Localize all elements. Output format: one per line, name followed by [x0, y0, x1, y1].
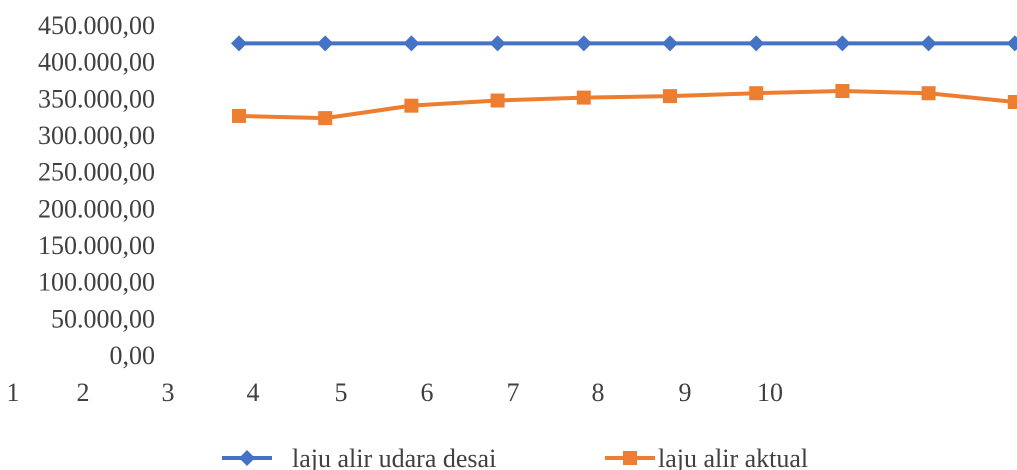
- x-tick-label: 9: [679, 378, 692, 407]
- data-point: [748, 35, 765, 52]
- series-2: [232, 84, 1017, 126]
- x-tick-label: 5: [335, 378, 348, 407]
- data-point: [1006, 35, 1017, 52]
- data-point: [404, 98, 419, 113]
- legend-item: laju alir aktual: [605, 444, 808, 470]
- data-point: [663, 89, 677, 104]
- data-point: [231, 35, 247, 52]
- legend-label: laju alir aktual: [658, 444, 808, 470]
- data-point: [662, 35, 678, 52]
- data-point: [403, 35, 420, 52]
- y-axis-tick-labels: 0,00 50.000,00 100.000,00 150.000,00 200.000…: [38, 11, 155, 370]
- data-point: [576, 90, 591, 105]
- legend-item: laju alir udara desai: [222, 444, 496, 470]
- legend-label: laju alir udara desai: [292, 444, 496, 470]
- data-point: [920, 35, 937, 52]
- y-tick-label: 400.000,00: [38, 48, 155, 77]
- x-tick-label: 4: [247, 378, 260, 407]
- y-tick-label: 0,00: [110, 341, 156, 370]
- data-point: [232, 108, 246, 123]
- data-point: [489, 35, 506, 52]
- data-point: [834, 35, 851, 52]
- x-tick-label: 7: [507, 378, 520, 407]
- x-axis-tick-labels: 1 2 3 4 5 6 7 8 9 10: [7, 378, 784, 407]
- data-point: [575, 35, 592, 52]
- series-1: [231, 35, 1017, 52]
- data-point: [490, 93, 505, 108]
- data-point: [1007, 95, 1017, 109]
- x-tick-label: 8: [592, 378, 605, 407]
- x-tick-label: 3: [162, 378, 175, 407]
- series-line: [238, 89, 1016, 121]
- y-tick-label: 250.000,00: [38, 158, 155, 187]
- y-tick-label: 150.000,00: [38, 231, 155, 260]
- x-tick-label: 1: [7, 378, 20, 407]
- data-point: [317, 35, 334, 52]
- y-tick-label: 100.000,00: [38, 268, 155, 297]
- data-point: [318, 111, 333, 126]
- x-tick-label: 10: [757, 378, 783, 407]
- y-tick-label: 300.000,00: [38, 121, 155, 150]
- series-group: [231, 35, 1017, 126]
- y-tick-label: 450.000,00: [38, 11, 155, 40]
- data-point: [921, 86, 936, 101]
- data-point: [749, 86, 764, 101]
- y-tick-label: 200.000,00: [38, 194, 155, 223]
- x-tick-label: 6: [421, 378, 434, 407]
- y-tick-label: 50.000,00: [51, 304, 155, 333]
- y-tick-label: 350.000,00: [38, 84, 155, 113]
- x-tick-label: 2: [77, 378, 90, 407]
- legend: laju alir udara desai laju alir aktual: [222, 444, 808, 470]
- legend-marker: [239, 450, 255, 466]
- legend-marker: [623, 451, 637, 465]
- data-point: [835, 84, 850, 98]
